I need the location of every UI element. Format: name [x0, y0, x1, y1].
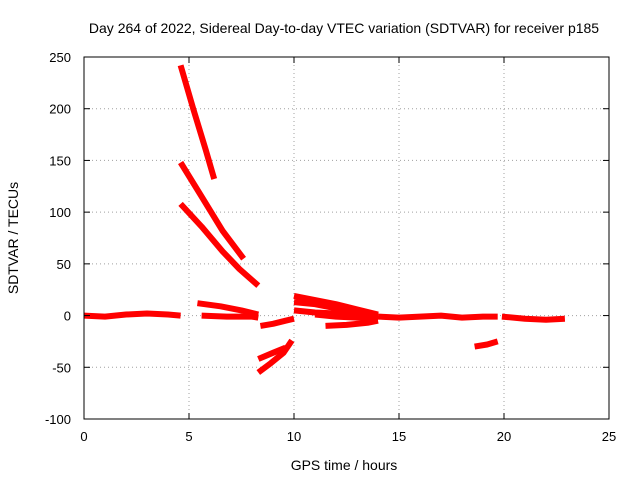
chart-title: Day 264 of 2022, Sidereal Day-to-day VTE… — [89, 20, 599, 36]
x-axis-label: GPS time / hours — [291, 457, 398, 473]
y-tick-label: 150 — [49, 153, 71, 168]
x-tick-label: 5 — [185, 429, 192, 444]
y-tick-label: 50 — [57, 257, 71, 272]
series-track-15 — [377, 312, 498, 321]
y-tick-label: -100 — [45, 412, 71, 427]
series-track-9 — [256, 338, 295, 375]
y-tick-label: -50 — [52, 360, 71, 375]
grid — [84, 57, 609, 419]
series-track-5 — [197, 300, 260, 318]
series-track-14 — [325, 317, 379, 329]
series-track-6 — [201, 312, 259, 321]
y-tick-label: 0 — [64, 309, 71, 324]
series-track-1 — [83, 310, 181, 320]
x-tick-label: 0 — [80, 429, 87, 444]
series-track-17 — [501, 313, 566, 323]
y-axis-label: SDTVAR / TECUs — [5, 182, 21, 294]
y-tick-label: 200 — [49, 102, 71, 117]
x-tick-label: 15 — [392, 429, 406, 444]
y-tick-label: 250 — [49, 50, 71, 65]
series-track-13 — [314, 311, 378, 321]
series-track-11 — [293, 299, 379, 319]
series-track-2 — [177, 64, 218, 180]
x-tick-label: 25 — [602, 429, 616, 444]
series-track-7 — [259, 315, 295, 329]
series-track-16 — [474, 338, 499, 350]
x-tick-label: 10 — [287, 429, 301, 444]
axis-ticks: 0 5 10 15 20 25 -100 -50 0 50 100 150 200 250 — [45, 50, 616, 444]
x-tick-label: 20 — [497, 429, 511, 444]
y-tick-label: 100 — [49, 205, 71, 220]
data-series-group — [83, 64, 566, 375]
series-track-4 — [178, 201, 261, 288]
series-track-8 — [257, 344, 287, 362]
plot-frame — [83, 56, 610, 420]
series-track-3 — [178, 160, 246, 261]
